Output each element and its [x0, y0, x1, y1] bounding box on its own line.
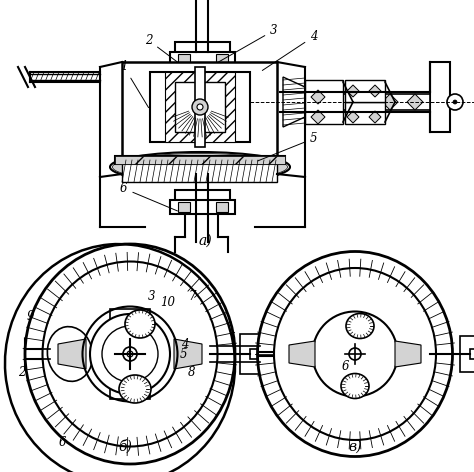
Circle shape: [90, 314, 170, 394]
Bar: [430, 62, 450, 132]
Polygon shape: [347, 94, 363, 110]
Bar: [216, 54, 228, 64]
Polygon shape: [395, 341, 421, 367]
Bar: [195, 67, 205, 147]
Polygon shape: [283, 77, 305, 127]
Text: 1: 1: [120, 60, 148, 108]
Ellipse shape: [125, 310, 155, 338]
Polygon shape: [58, 339, 86, 369]
Bar: [170, 52, 235, 66]
Ellipse shape: [346, 313, 374, 338]
Ellipse shape: [274, 268, 436, 440]
Polygon shape: [289, 341, 315, 367]
Polygon shape: [460, 336, 474, 372]
Text: 4: 4: [181, 338, 189, 352]
Bar: [110, 309, 150, 399]
Text: 2: 2: [18, 365, 26, 379]
Polygon shape: [369, 85, 381, 97]
Text: 9: 9: [26, 311, 34, 323]
Text: 10: 10: [161, 295, 175, 309]
Bar: [305, 80, 343, 124]
Ellipse shape: [47, 327, 92, 381]
Polygon shape: [347, 111, 359, 123]
Circle shape: [349, 348, 361, 360]
Polygon shape: [382, 94, 398, 110]
Ellipse shape: [112, 153, 288, 180]
Text: б): б): [118, 440, 132, 454]
Bar: [165, 72, 235, 142]
Text: 6: 6: [120, 182, 177, 211]
Text: а): а): [198, 234, 212, 248]
Bar: [150, 72, 250, 142]
Polygon shape: [240, 334, 260, 374]
Ellipse shape: [119, 375, 151, 403]
Ellipse shape: [312, 312, 398, 396]
Polygon shape: [311, 110, 325, 124]
Ellipse shape: [110, 152, 290, 182]
Text: в): в): [348, 440, 362, 454]
Polygon shape: [369, 111, 381, 123]
Bar: [122, 160, 277, 182]
Polygon shape: [322, 94, 338, 110]
Polygon shape: [347, 85, 359, 97]
Text: 4: 4: [262, 30, 318, 70]
Bar: [115, 156, 285, 164]
Polygon shape: [407, 94, 423, 110]
Circle shape: [102, 326, 158, 382]
Bar: [216, 202, 228, 212]
Bar: [305, 94, 430, 110]
Ellipse shape: [43, 261, 218, 447]
Text: 5: 5: [257, 132, 318, 161]
Polygon shape: [174, 339, 202, 369]
Bar: [122, 62, 277, 174]
Text: 3: 3: [148, 290, 156, 303]
Ellipse shape: [25, 244, 235, 464]
Polygon shape: [311, 90, 325, 104]
Text: 5: 5: [179, 347, 187, 361]
Bar: [175, 190, 230, 202]
Text: 2: 2: [145, 34, 178, 62]
Ellipse shape: [257, 252, 453, 456]
Bar: [170, 200, 235, 214]
Text: 8: 8: [188, 365, 196, 379]
Bar: [175, 82, 225, 132]
Circle shape: [197, 104, 203, 110]
Bar: [115, 156, 285, 164]
Circle shape: [192, 99, 208, 115]
Bar: [175, 42, 230, 54]
Circle shape: [127, 351, 133, 357]
Bar: [178, 202, 190, 212]
Text: 7: 7: [188, 290, 196, 303]
Text: 6: 6: [58, 436, 66, 448]
Circle shape: [123, 347, 137, 361]
Circle shape: [447, 94, 463, 110]
Text: 3: 3: [218, 24, 277, 63]
Text: 6: 6: [341, 361, 349, 373]
Circle shape: [453, 100, 457, 104]
Ellipse shape: [341, 373, 369, 398]
Bar: [345, 80, 385, 102]
Bar: [345, 102, 385, 124]
Bar: [178, 54, 190, 64]
